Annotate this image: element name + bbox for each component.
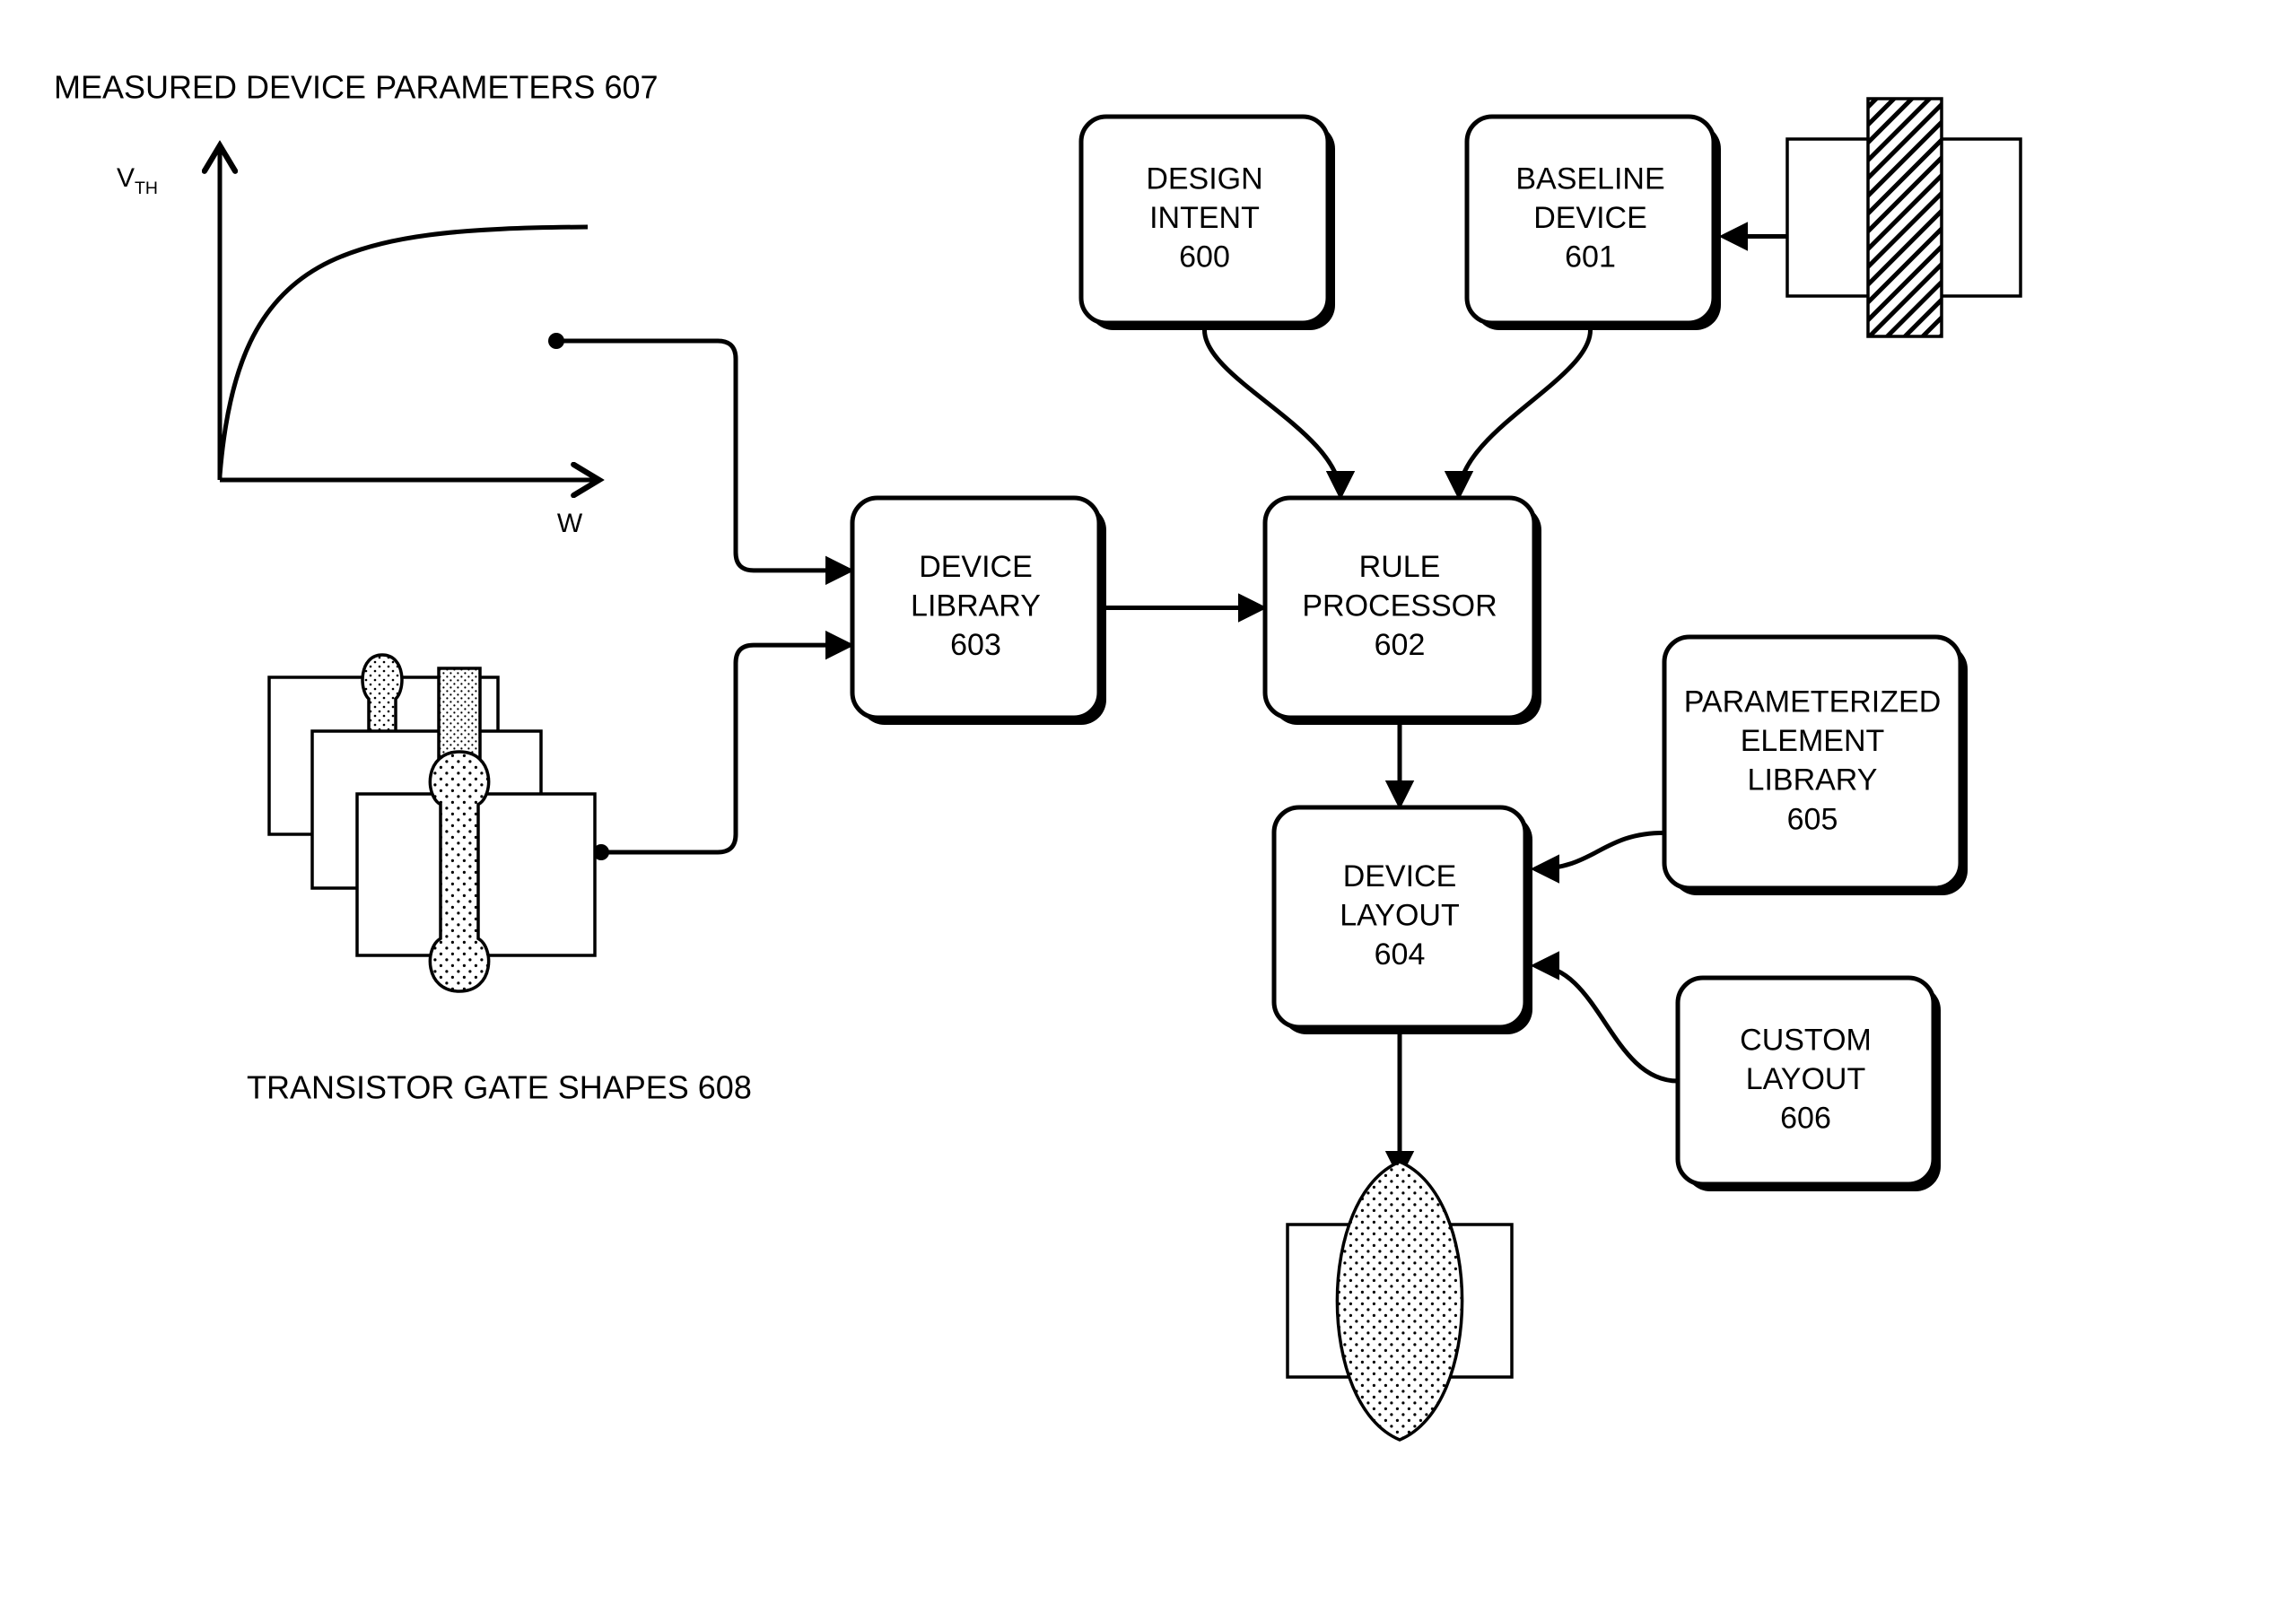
box-label: ELEMENT [1741,724,1885,758]
box-label: PROCESSOR [1302,588,1497,623]
box-label: 606 [1780,1102,1831,1136]
connector [1459,330,1591,495]
box-label: BASELINE [1515,161,1664,196]
label-608: TRANSISTOR GATE SHAPES 608 [247,1069,752,1106]
box-label: LIBRARY [1748,763,1878,798]
box-label: 605 [1787,802,1838,836]
box-label: INTENT [1149,201,1260,235]
box-label: 604 [1375,937,1426,972]
box-label: 602 [1375,628,1426,662]
connector [1535,965,1678,1081]
box-label: 603 [950,628,1001,662]
box-label: CUSTOM [1740,1023,1872,1057]
axis-label-w: W [557,509,583,538]
box-label: PARAMETERIZED [1684,685,1942,719]
box-label: DEVICE [1533,201,1647,235]
box-label: LIBRARY [911,588,1041,623]
box-label: DEVICE [1343,859,1457,894]
box-label: DESIGN [1146,161,1262,196]
label-607: MEASURED DEVICE PARAMETERS 607 [54,69,659,106]
box-label: 601 [1565,240,1616,275]
connector [1535,833,1664,868]
box-label: RULE [1359,550,1441,584]
box-label: 600 [1179,240,1230,275]
box-label: DEVICE [919,550,1033,584]
box-label: LAYOUT [1340,898,1460,932]
box-label: LAYOUT [1746,1062,1866,1096]
connector [1205,330,1341,495]
axis-label-vth: VTH [117,163,158,198]
